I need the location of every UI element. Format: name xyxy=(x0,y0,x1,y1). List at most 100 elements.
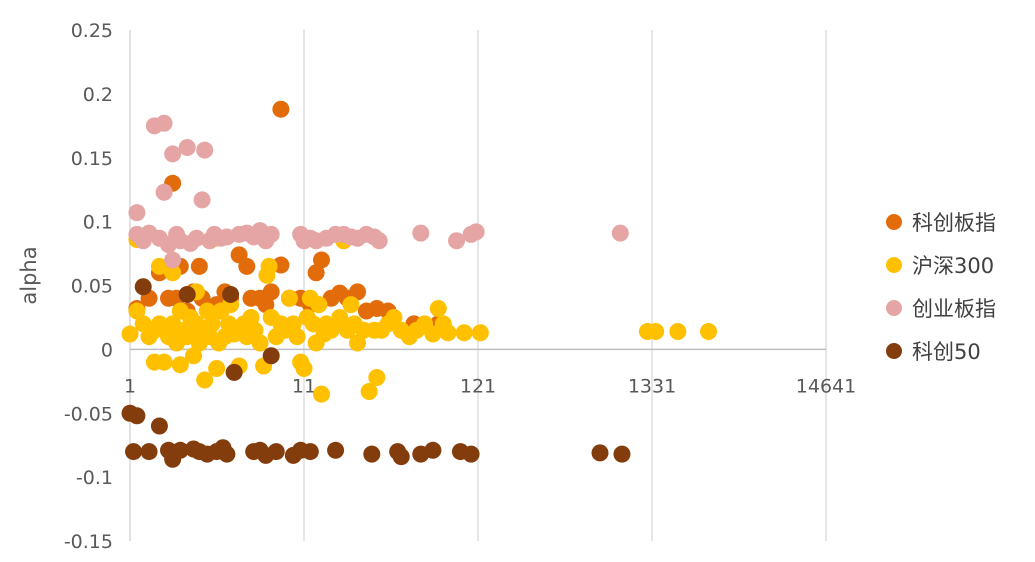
data-point xyxy=(327,441,345,459)
x-tick-label: 121 xyxy=(460,375,496,397)
data-point xyxy=(242,308,260,326)
data-point xyxy=(155,353,173,371)
data-point xyxy=(368,368,386,386)
data-point xyxy=(150,417,168,435)
data-point xyxy=(222,285,240,303)
y-tick-label: 0.25 xyxy=(71,20,113,42)
data-point xyxy=(424,441,442,459)
data-point xyxy=(260,257,278,275)
data-point xyxy=(140,443,158,461)
data-point xyxy=(647,322,665,340)
data-point xyxy=(178,139,196,157)
data-point xyxy=(471,324,489,342)
data-point xyxy=(155,183,173,201)
data-point xyxy=(284,315,302,333)
data-point xyxy=(304,315,322,333)
data-point xyxy=(251,334,269,352)
data-point xyxy=(246,321,264,339)
x-tick-label: 1331 xyxy=(628,375,676,397)
data-point xyxy=(349,334,367,352)
data-point xyxy=(198,302,216,320)
data-point xyxy=(295,360,313,378)
data-point xyxy=(331,308,349,326)
data-point xyxy=(312,385,330,403)
data-point xyxy=(307,264,325,282)
data-point xyxy=(128,407,146,425)
data-point xyxy=(700,322,718,340)
data-point xyxy=(178,285,196,303)
data-point xyxy=(238,257,256,275)
data-point xyxy=(150,315,168,333)
data-point xyxy=(448,232,466,250)
data-point xyxy=(462,445,480,463)
data-point xyxy=(164,264,182,282)
y-tick-label: -0.15 xyxy=(64,531,113,553)
data-point xyxy=(155,114,173,132)
data-point xyxy=(412,224,430,242)
data-point xyxy=(613,445,631,463)
y-tick-label: 0.15 xyxy=(71,148,113,170)
data-point xyxy=(310,296,328,314)
data-point xyxy=(193,191,211,209)
data-point xyxy=(196,371,214,389)
data-point xyxy=(392,448,410,466)
data-point xyxy=(171,441,189,459)
legend-marker xyxy=(886,300,902,316)
data-point xyxy=(164,251,182,269)
data-point xyxy=(288,328,306,346)
data-point xyxy=(257,296,275,314)
data-point xyxy=(267,443,285,461)
y-tick-label: 0 xyxy=(101,339,113,361)
legend-marker xyxy=(886,257,902,273)
series-3 xyxy=(128,114,629,269)
data-point xyxy=(150,257,168,275)
data-point xyxy=(190,257,208,275)
series-4 xyxy=(121,278,631,468)
data-point xyxy=(429,299,447,317)
y-axis-title: alpha xyxy=(17,246,41,304)
data-point xyxy=(164,145,182,163)
y-tick-label: -0.1 xyxy=(76,467,113,489)
data-point xyxy=(134,278,152,296)
data-point xyxy=(128,302,146,320)
x-tick-label: 11 xyxy=(292,375,316,397)
legend-label: 创业板指 xyxy=(912,297,996,321)
data-point xyxy=(360,383,378,401)
data-point xyxy=(455,324,473,342)
data-point xyxy=(312,251,330,269)
legend-label: 科创50 xyxy=(912,340,981,364)
data-point xyxy=(385,308,403,326)
data-point xyxy=(208,360,226,378)
data-point xyxy=(225,363,243,381)
data-point xyxy=(611,224,629,242)
data-point xyxy=(349,283,367,301)
data-point xyxy=(467,223,485,241)
data-point xyxy=(669,322,687,340)
x-tick-label: 1 xyxy=(124,375,136,397)
data-point xyxy=(125,443,143,461)
data-point xyxy=(424,325,442,343)
data-point xyxy=(171,356,189,374)
data-point xyxy=(301,443,319,461)
legend-marker xyxy=(886,214,902,230)
x-tick-label: 14641 xyxy=(796,375,856,397)
legend-marker xyxy=(886,343,902,359)
data-point xyxy=(370,232,388,250)
data-point xyxy=(342,296,360,314)
data-point xyxy=(280,289,298,307)
legend-label: 沪深300 xyxy=(912,254,994,278)
data-point xyxy=(187,229,205,247)
data-point xyxy=(128,204,146,222)
y-tick-label: 0.05 xyxy=(71,276,113,298)
data-point xyxy=(262,283,280,301)
data-point xyxy=(203,315,221,333)
data-point xyxy=(272,100,290,118)
legend-label: 科创板指 xyxy=(912,211,996,235)
y-tick-label: 0.2 xyxy=(83,84,113,106)
y-tick-label: -0.05 xyxy=(64,403,113,425)
data-point xyxy=(121,325,139,343)
data-point xyxy=(262,347,280,365)
